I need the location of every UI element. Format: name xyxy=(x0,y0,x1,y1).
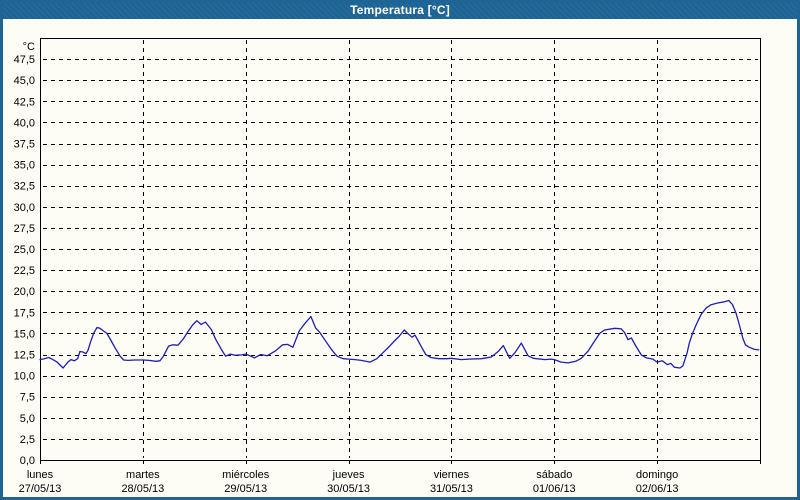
y-tick-label: 15,0 xyxy=(14,328,35,340)
y-tick-label: 32,5 xyxy=(14,181,35,193)
x-date-label: 28/05/13 xyxy=(121,483,164,495)
y-tick-label: 17,5 xyxy=(14,307,35,319)
y-tick-label: 25,0 xyxy=(14,244,35,256)
x-day-label: miércoles xyxy=(222,469,270,481)
y-tick-label: 42,5 xyxy=(14,96,35,108)
window-title: Temperatura [°C] xyxy=(350,3,450,17)
y-tick-label: 45,0 xyxy=(14,75,35,87)
x-day-label: martes xyxy=(126,469,160,481)
window-titlebar[interactable]: Temperatura [°C] xyxy=(3,3,797,19)
y-tick-label: 30,0 xyxy=(14,202,35,214)
x-date-label: 29/05/13 xyxy=(224,483,267,495)
y-tick-label: 7,5 xyxy=(20,392,35,404)
y-tick-label: 40,0 xyxy=(14,117,35,129)
x-day-label: lunes xyxy=(27,469,54,481)
x-date-label: 27/05/13 xyxy=(19,483,62,495)
y-tick-label: 20,0 xyxy=(14,286,35,298)
x-date-label: 01/06/13 xyxy=(533,483,576,495)
y-tick-label: 22,5 xyxy=(14,265,35,277)
temperature-line xyxy=(39,299,760,369)
y-tick-label: 0,0 xyxy=(20,455,35,467)
x-date-label: 31/05/13 xyxy=(430,483,473,495)
plot-border xyxy=(40,38,761,461)
y-tick-label: 35,0 xyxy=(14,160,35,172)
y-tick-label: 12,5 xyxy=(14,350,35,362)
y-tick-label: 27,5 xyxy=(14,223,35,235)
x-day-label: jueves xyxy=(332,469,365,481)
y-tick-label: 47,5 xyxy=(14,54,35,66)
x-day-label: sábado xyxy=(536,469,572,481)
y-tick-label: 5,0 xyxy=(20,413,35,425)
x-date-label: 30/05/13 xyxy=(327,483,370,495)
y-tick-label: 10,0 xyxy=(14,371,35,383)
y-axis-unit-label: °C xyxy=(23,41,35,53)
y-tick-label: 37,5 xyxy=(14,139,35,151)
x-day-label: viernes xyxy=(434,469,470,481)
x-day-label: domingo xyxy=(636,469,678,481)
x-date-label: 02/06/13 xyxy=(636,483,679,495)
y-tick-label: 2,5 xyxy=(20,434,35,446)
